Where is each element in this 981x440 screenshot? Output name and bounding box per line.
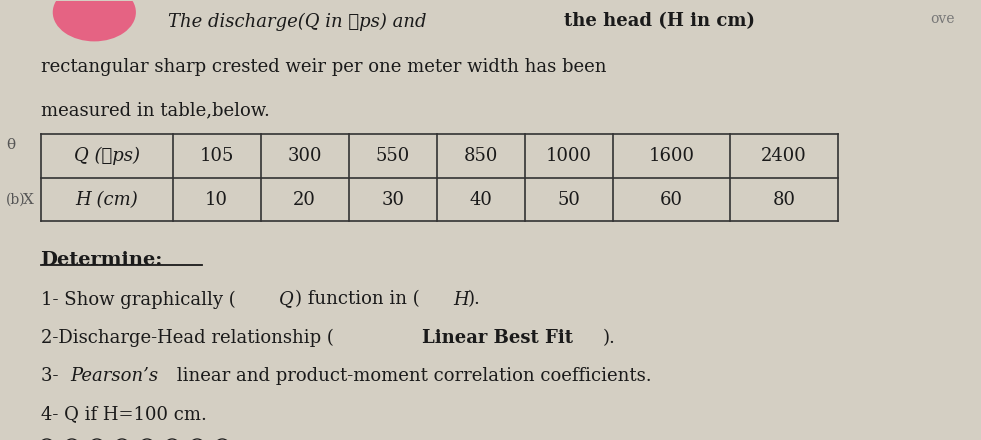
Text: (b): (b) bbox=[6, 193, 26, 207]
Text: 80: 80 bbox=[772, 191, 796, 209]
Text: 60: 60 bbox=[660, 191, 683, 209]
Text: ) function in (: ) function in ( bbox=[295, 290, 420, 308]
Text: 850: 850 bbox=[464, 147, 498, 165]
Text: X: X bbox=[24, 193, 34, 207]
Text: Q (ℓps): Q (ℓps) bbox=[74, 147, 139, 165]
Text: θ: θ bbox=[6, 138, 16, 152]
Text: The discharge(Q in ℓps) and: The discharge(Q in ℓps) and bbox=[168, 12, 426, 30]
Text: 300: 300 bbox=[287, 147, 322, 165]
Text: Pearson’s: Pearson’s bbox=[70, 367, 158, 385]
Text: 30: 30 bbox=[382, 191, 404, 209]
Text: ove: ove bbox=[931, 12, 955, 26]
Text: Q: Q bbox=[280, 290, 294, 308]
Text: 2-Discharge-Head relationship (: 2-Discharge-Head relationship ( bbox=[40, 329, 334, 347]
Ellipse shape bbox=[53, 0, 136, 41]
Text: linear and product-moment correlation coefficients.: linear and product-moment correlation co… bbox=[171, 367, 651, 385]
Text: 2400: 2400 bbox=[761, 147, 806, 165]
Text: 4- Q if H=100 cm.: 4- Q if H=100 cm. bbox=[40, 405, 206, 423]
Text: 1000: 1000 bbox=[545, 147, 592, 165]
Text: rectangular sharp crested weir per one meter width has been: rectangular sharp crested weir per one m… bbox=[40, 58, 606, 76]
Text: 10: 10 bbox=[205, 191, 229, 209]
Text: 105: 105 bbox=[199, 147, 233, 165]
Text: 550: 550 bbox=[376, 147, 410, 165]
Text: 50: 50 bbox=[557, 191, 580, 209]
Text: 1- Show graphically (: 1- Show graphically ( bbox=[40, 290, 235, 309]
Text: H (cm): H (cm) bbox=[76, 191, 138, 209]
Text: 40: 40 bbox=[469, 191, 492, 209]
Text: ).: ). bbox=[468, 290, 481, 308]
Text: measured in table,below.: measured in table,below. bbox=[40, 101, 270, 119]
Text: 1600: 1600 bbox=[648, 147, 695, 165]
Text: the head (H in cm): the head (H in cm) bbox=[564, 12, 754, 30]
Text: Determine:: Determine: bbox=[40, 250, 163, 268]
Text: ).: ). bbox=[603, 329, 616, 347]
Text: 3-: 3- bbox=[40, 367, 64, 385]
Text: H: H bbox=[453, 290, 469, 308]
Text: 20: 20 bbox=[293, 191, 316, 209]
Text: Linear Best Fit: Linear Best Fit bbox=[422, 329, 573, 347]
